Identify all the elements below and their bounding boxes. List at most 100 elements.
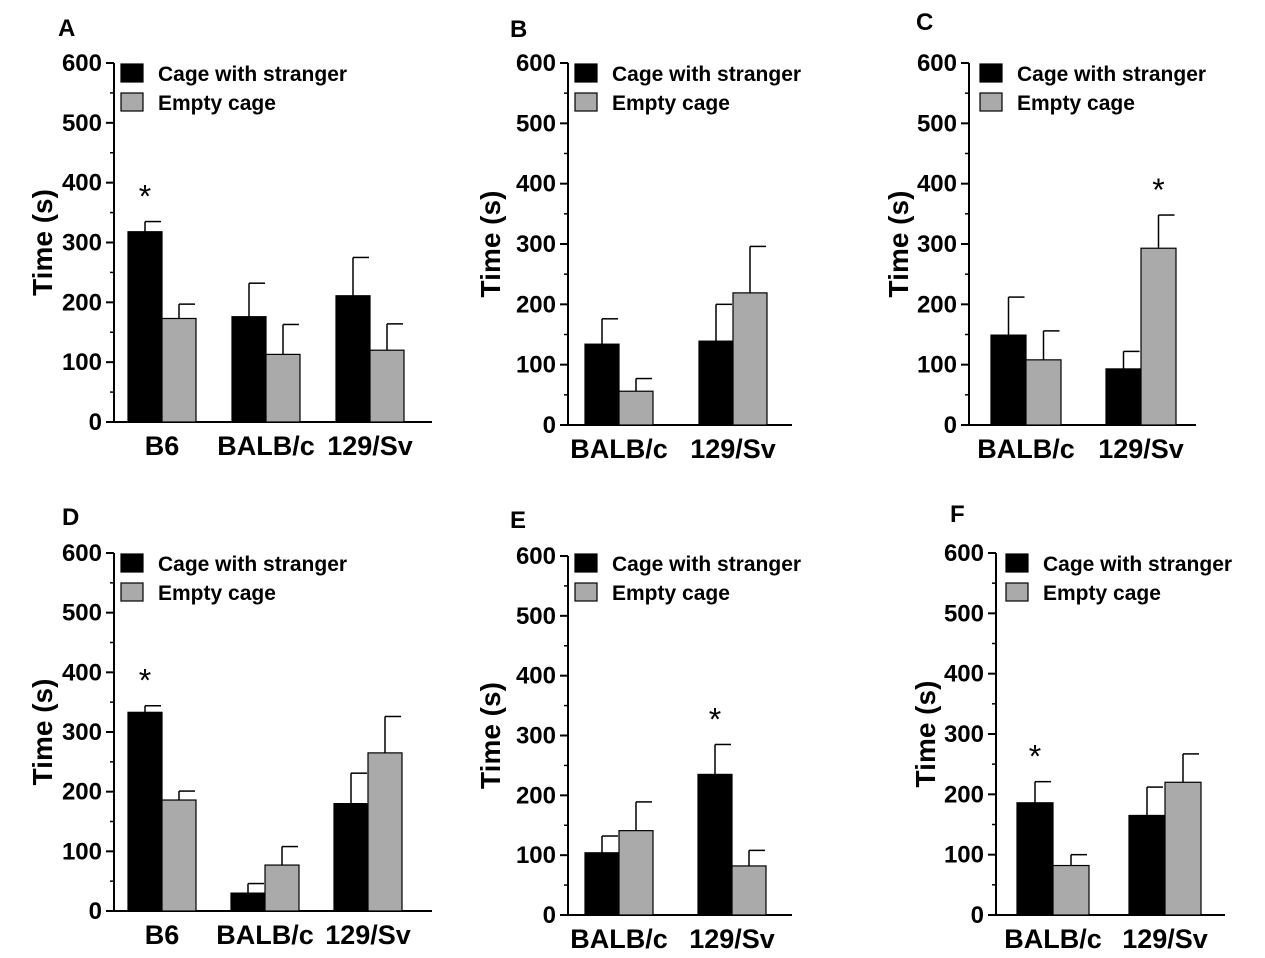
legend-swatch: [574, 582, 598, 602]
bar-stranger: [698, 340, 734, 426]
legend-swatch: [120, 92, 144, 112]
y-tick-label: 300: [62, 230, 102, 257]
bar-empty: [264, 864, 300, 912]
significance-star: *: [1029, 739, 1041, 775]
bar-stranger: [1105, 368, 1142, 426]
bar-stranger: [231, 316, 267, 423]
y-tick-label: 500: [516, 110, 556, 137]
bar-stranger: [697, 773, 733, 916]
y-tick-label: 600: [944, 540, 984, 567]
legend-label: Empty cage: [612, 92, 730, 115]
legend-label: Cage with stranger: [158, 63, 347, 86]
bar-stranger: [1016, 802, 1054, 916]
x-tick-label: 129/Sv: [325, 920, 411, 950]
y-tick-label: 400: [516, 663, 556, 690]
bar-stranger: [584, 343, 620, 426]
y-tick-label: 500: [917, 110, 957, 137]
bar-empty: [1140, 247, 1177, 426]
y-tick-label: 600: [917, 50, 957, 77]
y-tick-label: 0: [543, 412, 556, 439]
x-tick-label: BALB/c: [1004, 924, 1102, 953]
y-tick-label: 200: [516, 291, 556, 318]
significance-star: *: [709, 701, 721, 737]
bar-empty: [367, 752, 403, 912]
y-tick-label: 500: [516, 603, 556, 630]
significance-star: *: [139, 663, 151, 699]
y-tick-label: 400: [516, 171, 556, 198]
legend-swatch: [1005, 582, 1029, 602]
legend-swatch: [120, 63, 144, 83]
y-tick-label: 0: [543, 902, 556, 929]
significance-star: *: [1152, 172, 1164, 208]
y-tick-label: 100: [62, 349, 102, 376]
y-tick-label: 400: [62, 170, 102, 197]
panel-d: D 0 100 200 300 400 500 600 Time (s) * B6 BALB/c 129…: [27, 504, 432, 950]
bar-stranger: [990, 334, 1027, 426]
y-tick-label: 400: [917, 171, 957, 198]
bar-empty: [618, 390, 654, 426]
y-axis-label: Time (s): [883, 191, 914, 298]
bar-stranger: [127, 711, 163, 912]
y-tick-label: 300: [917, 231, 957, 258]
y-tick-label: 200: [62, 289, 102, 316]
panel-a: A 0 100 200 300 400 500 600 Time (s) * B6 BALB/c 129…: [27, 15, 432, 461]
legend-swatch: [1005, 553, 1029, 573]
y-tick-label: 0: [89, 409, 102, 436]
x-tick-label: BALB/c: [977, 434, 1075, 464]
x-tick-label: BALB/c: [570, 434, 668, 464]
x-tick-label: B6: [145, 431, 180, 461]
y-tick-label: 0: [89, 898, 102, 925]
legend-swatch: [574, 63, 598, 83]
y-tick-label: 100: [917, 352, 957, 379]
y-tick-label: 500: [62, 600, 102, 627]
y-tick-label: 400: [62, 659, 102, 686]
y-tick-label: 100: [944, 842, 984, 869]
legend-swatch: [120, 582, 144, 602]
bar-empty: [369, 349, 405, 423]
legend-label: Cage with stranger: [612, 553, 801, 576]
legend-swatch: [574, 92, 598, 112]
y-tick-label: 200: [917, 291, 957, 318]
y-tick-label: 400: [944, 661, 984, 688]
bar-stranger: [584, 852, 620, 916]
bar-stranger: [1128, 814, 1166, 916]
y-tick-label: 200: [944, 781, 984, 808]
bar-empty: [732, 292, 768, 426]
y-tick-label: 300: [62, 719, 102, 746]
x-tick-label: B6: [145, 920, 180, 950]
y-tick-label: 300: [944, 721, 984, 748]
legend-label: Cage with stranger: [158, 553, 347, 576]
panel-letter: A: [58, 15, 75, 42]
x-tick-label: BALB/c: [570, 924, 668, 953]
legend-label: Empty cage: [612, 582, 730, 605]
y-tick-label: 300: [516, 231, 556, 258]
bar-stranger: [335, 295, 371, 423]
y-tick-label: 0: [971, 902, 984, 929]
x-tick-label: 129/Sv: [327, 431, 413, 461]
bar-empty: [1052, 864, 1090, 916]
legend-label: Empty cage: [158, 92, 276, 115]
y-tick-label: 300: [516, 723, 556, 750]
bar-empty: [161, 799, 197, 912]
significance-star: *: [139, 179, 151, 215]
panel-f: F 0 100 200 300 400 500 600 Time (s) * BALB/c 129/S…: [910, 501, 1232, 954]
legend-label: Empty cage: [1043, 582, 1161, 605]
legend-label: Cage with stranger: [1043, 553, 1232, 576]
x-tick-label: BALB/c: [216, 920, 314, 950]
y-tick-label: 100: [516, 842, 556, 869]
bar-empty: [161, 317, 197, 423]
bar-empty: [731, 865, 767, 916]
y-axis-label: Time (s): [475, 191, 506, 298]
y-tick-label: 600: [62, 50, 102, 77]
bar-empty: [618, 830, 654, 916]
y-tick-label: 600: [62, 540, 102, 567]
panel-letter: E: [510, 507, 526, 534]
legend-swatch: [979, 92, 1003, 112]
y-axis-label: Time (s): [27, 679, 58, 786]
bar-stranger: [127, 231, 163, 423]
y-tick-label: 0: [944, 412, 957, 439]
y-axis-label: Time (s): [910, 681, 941, 788]
legend-swatch: [979, 63, 1003, 83]
